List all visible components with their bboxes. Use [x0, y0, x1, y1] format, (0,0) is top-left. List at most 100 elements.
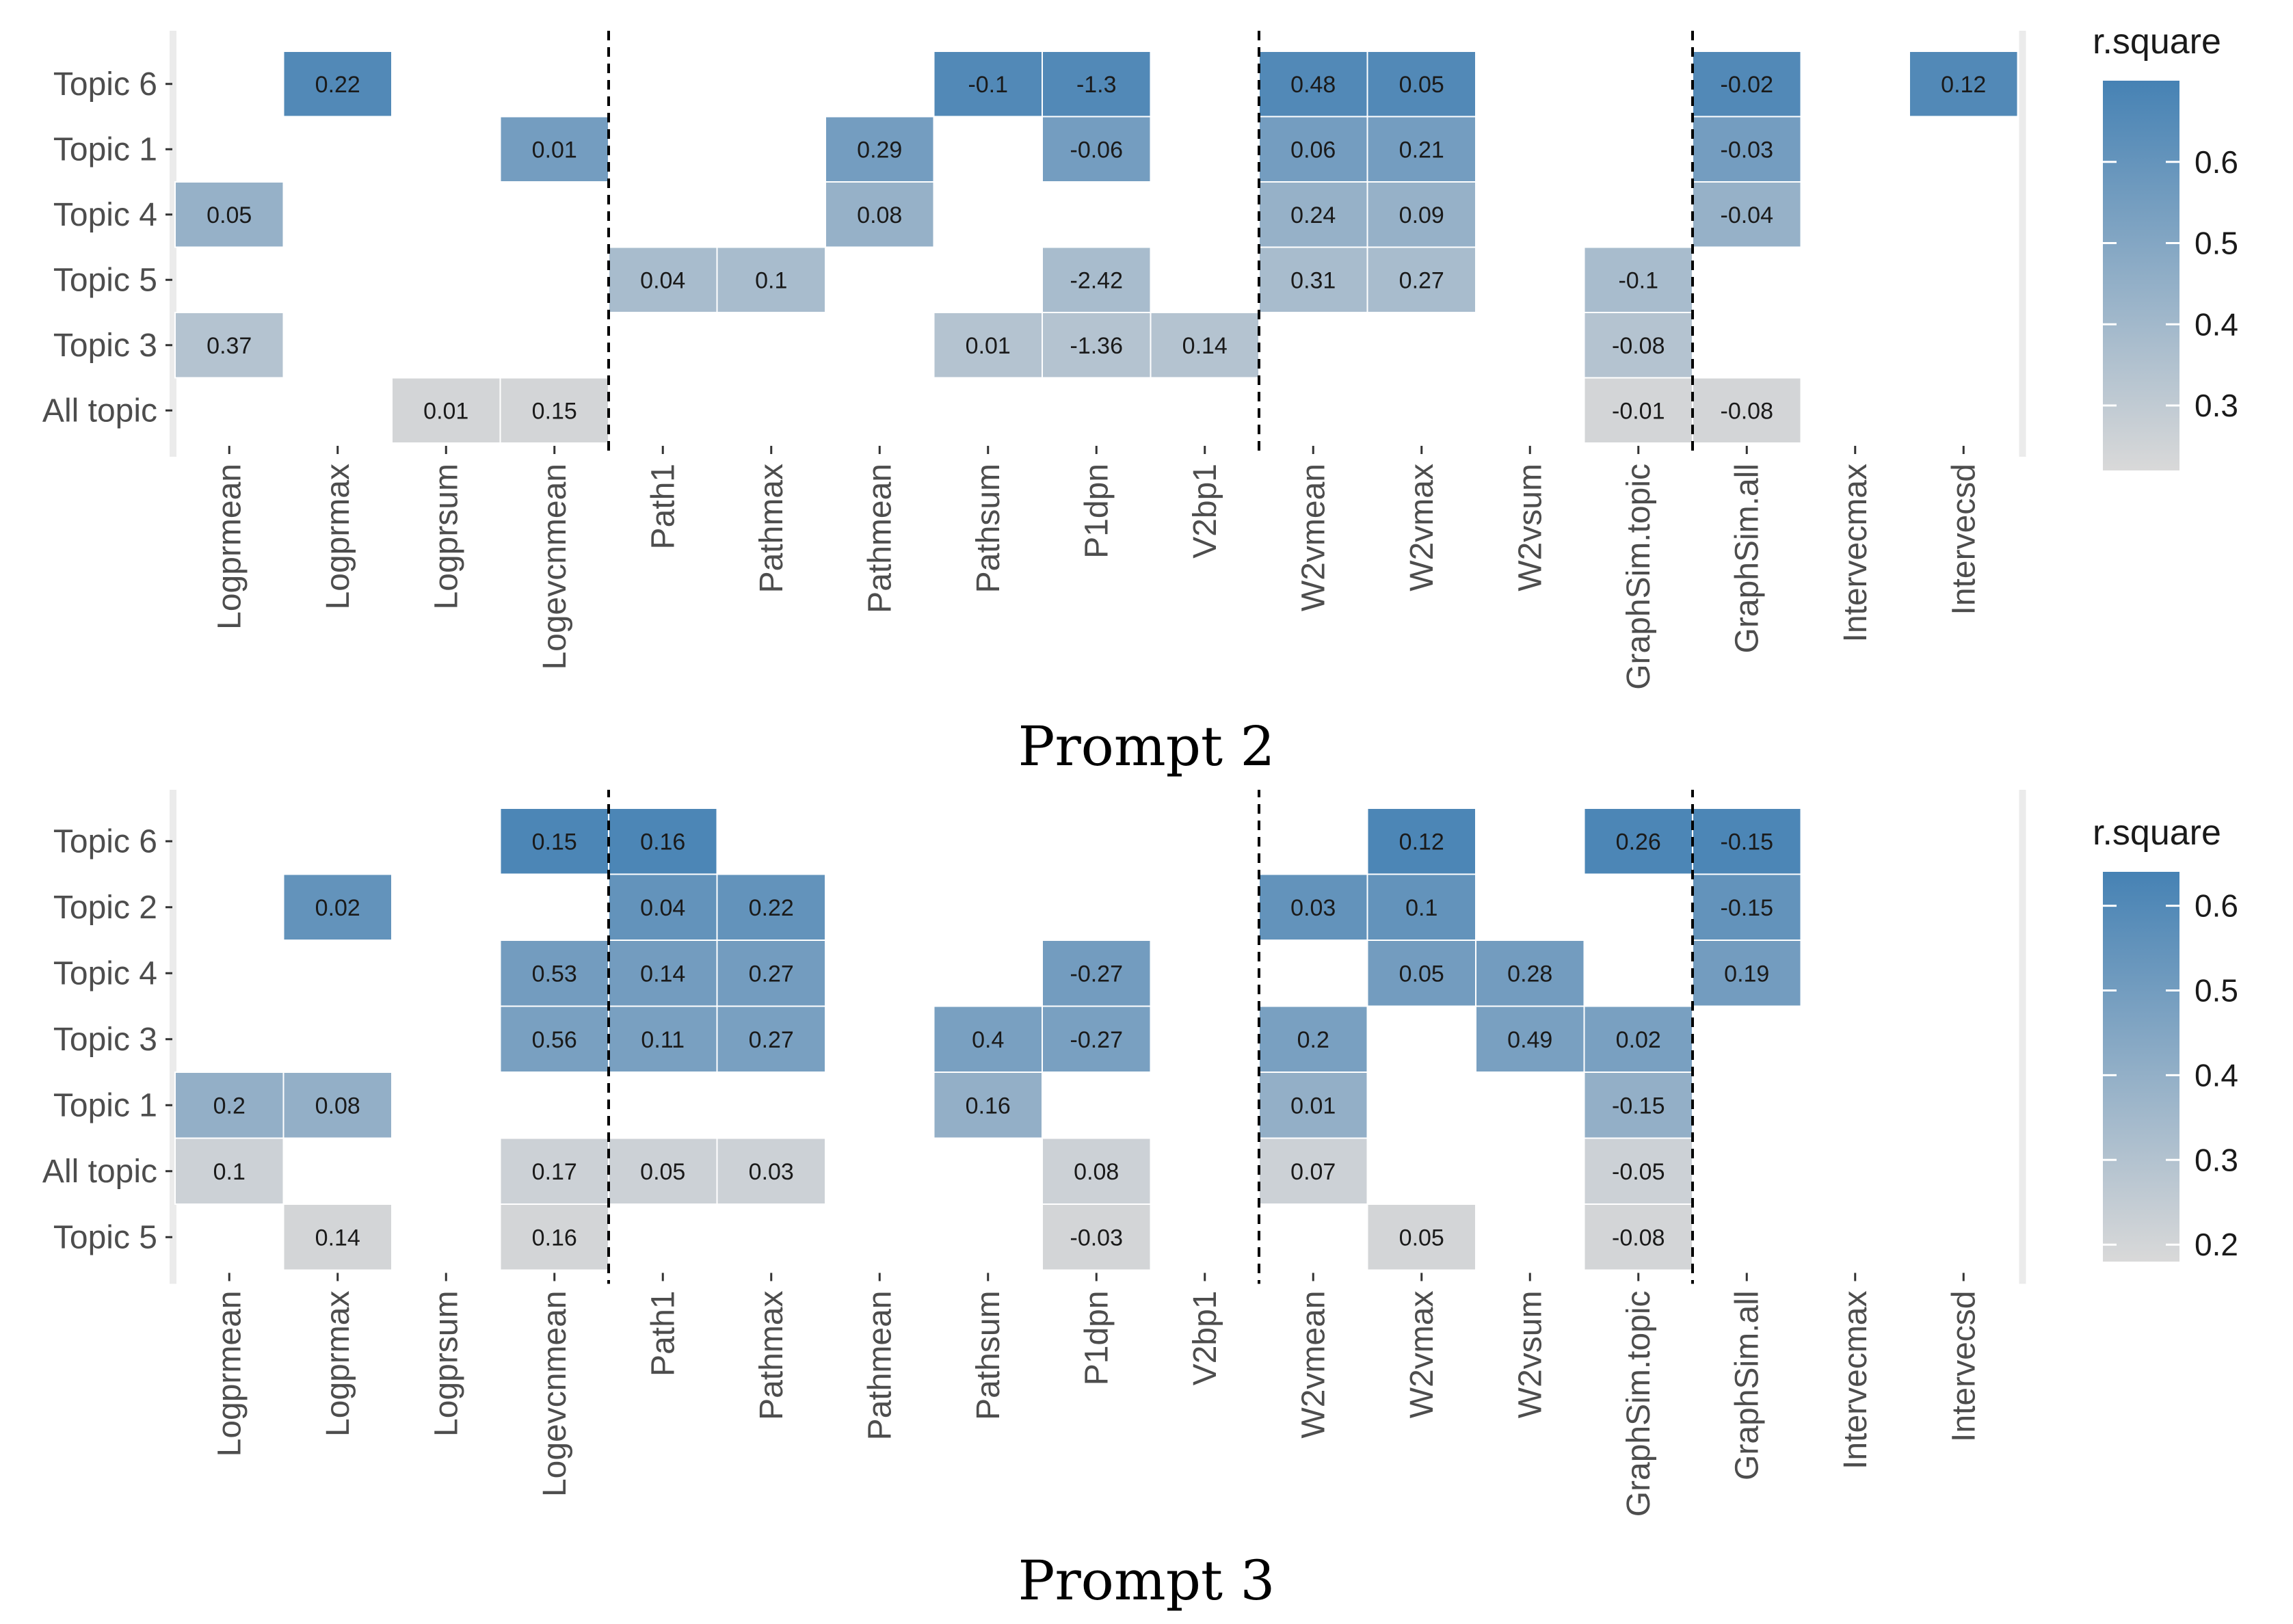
heatmap-cell-fill [499, 1203, 609, 1271]
cell-value-label: -0.08 [1612, 333, 1665, 359]
heatmap-cell: 0.2 [174, 1071, 284, 1139]
cell-value-label: 0.21 [1399, 137, 1444, 163]
heatmap-cell: 0.08 [825, 181, 935, 248]
cell-value-label: -0.06 [1070, 137, 1124, 163]
legend-tick-label: 0.6 [2195, 888, 2238, 924]
x-tick-label: W2vsum [1512, 1291, 1548, 1419]
heatmap-cell: 0.01 [499, 116, 609, 183]
cell-value-label: 0.02 [315, 895, 360, 921]
heatmap-cell: 0.03 [1258, 873, 1368, 941]
heatmap-cell-fill [1583, 377, 1693, 444]
heatmap-cell: 0.28 [1475, 940, 1585, 1007]
heatmap-cell-fill [1258, 1137, 1368, 1205]
heatmap-cell-fill [608, 1137, 718, 1205]
cell-value-label: 0.19 [1724, 961, 1769, 987]
cell-value-label: -0.08 [1612, 1225, 1665, 1251]
heatmap-cell: 0.19 [1692, 940, 1802, 1007]
heatmap-cell-fill [282, 51, 393, 118]
cell-value-label: 0.12 [1941, 72, 1986, 98]
heatmap-cell-fill [1366, 246, 1476, 313]
cell-value-label: 0.17 [532, 1159, 577, 1185]
heatmap-cell: 0.22 [282, 51, 393, 118]
heatmap-cell-fill [933, 51, 1043, 118]
heatmap-cell: 0.03 [716, 1137, 826, 1205]
x-tick-label: Path1 [645, 1291, 681, 1376]
panel-edge-left [170, 790, 176, 1284]
heatmap-cell: -0.02 [1692, 51, 1802, 118]
cell-value-label: 0.4 [972, 1027, 1004, 1053]
heatmap-cell: 0.49 [1475, 1005, 1585, 1073]
heatmap-cell: 0.02 [282, 873, 393, 941]
x-tick-label: P1dpn [1078, 464, 1115, 559]
heatmap-cell-fill [174, 1137, 284, 1205]
y-tick-label: All topic [42, 1154, 157, 1190]
cell-value-label: -1.3 [1076, 72, 1117, 98]
heatmap-cell-fill [1692, 873, 1802, 941]
cell-value-label: 0.08 [857, 202, 902, 228]
heatmap-cell: 0.1 [716, 246, 826, 313]
heatmap-cell: 0.01 [391, 377, 501, 444]
heatmap-cell-fill [716, 246, 826, 313]
x-tick-label: W2vmax [1404, 1291, 1440, 1419]
cell-value-label: 0.28 [1507, 961, 1552, 987]
heatmap-prompt-3: 0.15 0.16 0.12 0.26 -0.15 0.02 0.04 0.22 0.03 0.1… [42, 790, 2238, 1517]
heatmap-cell: -0.08 [1692, 377, 1802, 444]
heatmap-cell: 0.16 [499, 1203, 609, 1271]
heatmap-cell-fill [716, 940, 826, 1007]
heatmap-cell-fill [1475, 940, 1585, 1007]
cell-value-label: -0.01 [1612, 398, 1665, 424]
x-tick-label: Pathsum [970, 464, 1007, 593]
heatmap-cell: 0.05 [174, 181, 284, 248]
x-tick-label: Logevcnmean [537, 464, 573, 670]
cell-value-label: 0.29 [857, 137, 902, 163]
heatmap-cell: 0.27 [716, 1005, 826, 1073]
heatmap-cell-fill [825, 181, 935, 248]
heatmap-cell: 0.53 [499, 940, 609, 1007]
heatmap-cell-fill [1583, 808, 1693, 875]
x-tick-label: V2bp1 [1187, 464, 1223, 559]
cell-value-label: -0.15 [1721, 829, 1774, 855]
heatmap-cell: 0.05 [1366, 940, 1476, 1007]
heatmap-cell-fill [716, 873, 826, 941]
x-tick-label: Intervecmax [1838, 464, 1874, 642]
cell-value-label: 0.27 [749, 1027, 794, 1053]
heatmap-cell-fill [391, 377, 501, 444]
heatmap-cell-fill [1042, 940, 1152, 1007]
cell-value-label: 0.05 [1399, 72, 1444, 98]
y-tick-label: Topic 4 [53, 955, 157, 991]
heatmap-cell: 0.04 [608, 246, 718, 313]
x-tick-label: Pathmax [754, 464, 790, 593]
cell-value-label: 0.22 [749, 895, 794, 921]
y-tick-label: Topic 1 [53, 1087, 157, 1123]
x-tick-label: Logprmean [211, 464, 248, 630]
heatmap-cell: 0.26 [1583, 808, 1693, 875]
y-tick-label: Topic 2 [53, 890, 157, 926]
x-tick-label: Path1 [645, 464, 681, 549]
cell-value-label: 0.05 [207, 202, 252, 228]
heatmap-cell-fill [1366, 1203, 1476, 1271]
heatmap-cell-fill [1583, 312, 1693, 379]
legend-tick-label: 0.6 [2195, 144, 2238, 180]
legend-title: r.square [2093, 813, 2221, 853]
heatmap-cell-fill [1583, 246, 1693, 313]
heatmap-cell: -0.08 [1583, 1203, 1693, 1271]
heatmap-cell-fill [1258, 1005, 1368, 1073]
cell-value-label: 0.01 [532, 137, 577, 163]
cell-value-label: 0.08 [1074, 1159, 1119, 1185]
heatmap-cell-fill [282, 1071, 393, 1139]
heatmap-cell-fill [1042, 246, 1152, 313]
legend-colorbar [2103, 872, 2179, 1262]
heatmap-cell: 0.02 [1583, 1005, 1693, 1073]
heatmap-cell-fill [174, 1071, 284, 1139]
cell-value-label: -0.15 [1612, 1093, 1665, 1119]
heatmap-cell: 0.37 [174, 312, 284, 379]
x-tick-label: W2vmean [1295, 1291, 1331, 1439]
heatmap-cell: 0.15 [499, 808, 609, 875]
cell-value-label: 0.11 [641, 1027, 685, 1053]
cell-value-label: -0.08 [1721, 398, 1774, 424]
x-tick-label: GraphSim.all [1729, 1291, 1765, 1480]
heatmap-cell: -0.1 [933, 51, 1043, 118]
cell-value-label: 0.15 [532, 398, 577, 424]
x-tick-label: Pathmean [862, 1291, 898, 1441]
panel-edge-right [2019, 790, 2026, 1284]
